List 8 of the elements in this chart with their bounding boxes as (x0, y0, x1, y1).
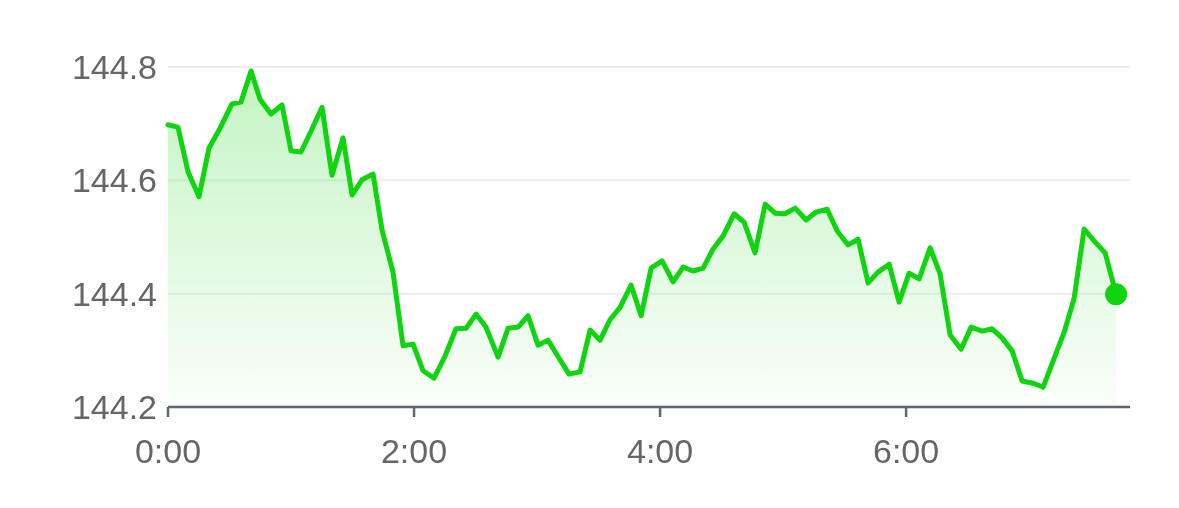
y-tick-label: 144.8 (71, 48, 157, 86)
x-tick-label: 2:00 (380, 432, 448, 470)
x-tick-label: 4:00 (626, 432, 694, 470)
y-tick-label: 144.6 (71, 161, 157, 200)
x-tick-label: 6:00 (873, 432, 940, 470)
x-tick-label: 0:00 (134, 432, 202, 470)
y-tick-label: 144.2 (71, 388, 157, 426)
y-tick-label: 144.4 (71, 274, 157, 313)
